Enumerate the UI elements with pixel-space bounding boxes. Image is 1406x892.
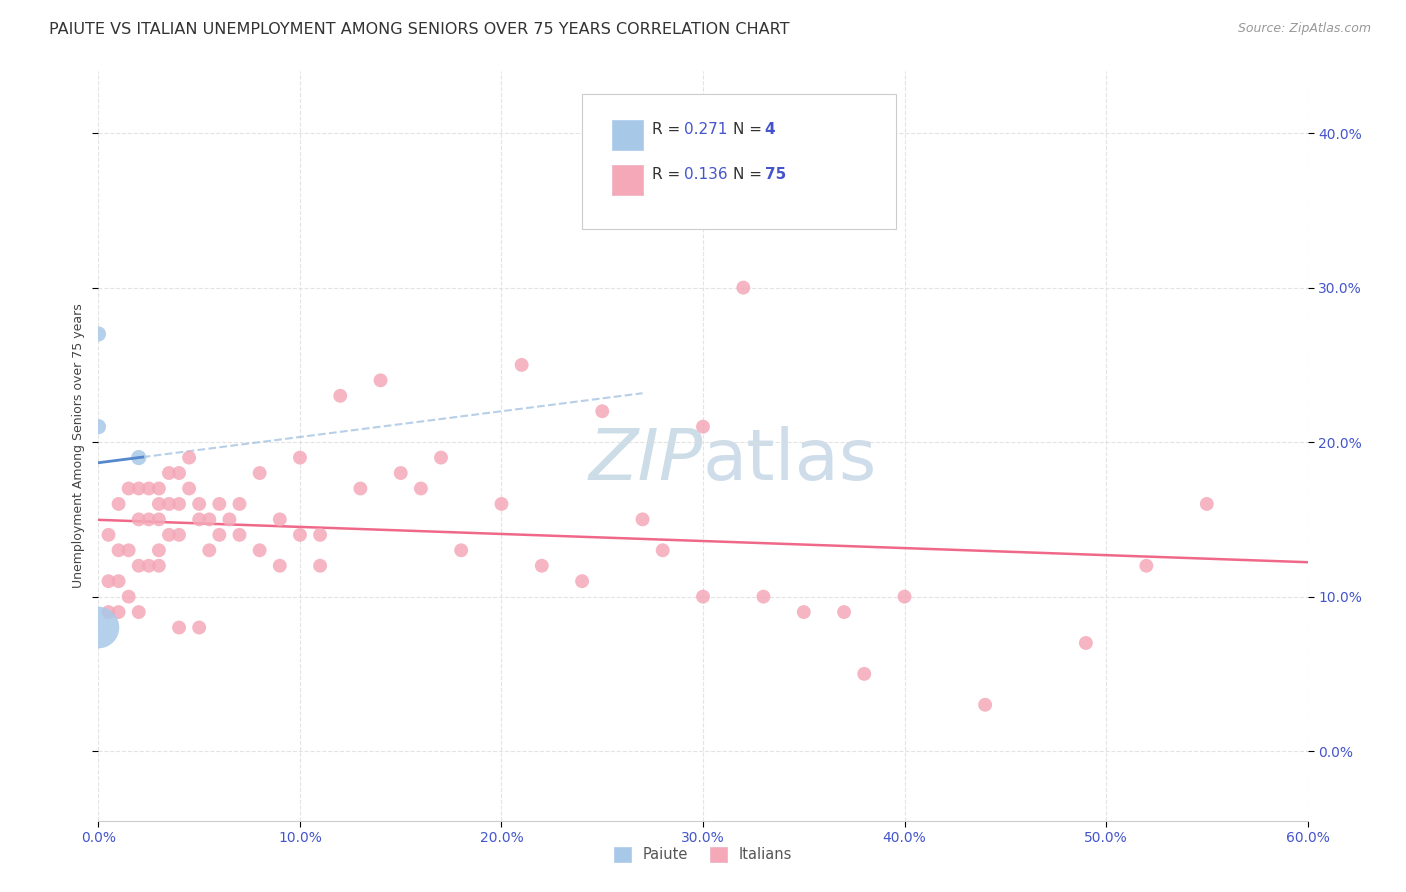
Point <box>167 621 190 635</box>
Text: 4: 4 <box>765 122 775 137</box>
FancyBboxPatch shape <box>613 165 643 195</box>
Point <box>591 404 613 418</box>
Point <box>167 497 190 511</box>
Point <box>832 605 855 619</box>
Point <box>409 482 432 496</box>
Point <box>269 512 291 526</box>
Point <box>157 497 180 511</box>
Point <box>118 482 141 496</box>
Point <box>208 528 231 542</box>
Point <box>309 558 332 573</box>
Point <box>733 280 755 294</box>
Point <box>107 497 129 511</box>
Point <box>87 326 110 341</box>
Point <box>118 543 141 558</box>
Point <box>148 558 170 573</box>
Point <box>349 482 371 496</box>
Text: ZIP: ZIP <box>589 426 703 495</box>
Point <box>208 497 231 511</box>
Point <box>118 590 141 604</box>
Point <box>288 528 311 542</box>
Text: N =: N = <box>734 122 768 137</box>
Point <box>249 466 271 480</box>
Point <box>228 497 250 511</box>
Point <box>692 590 714 604</box>
Point <box>450 543 472 558</box>
Text: R =: R = <box>652 168 685 182</box>
Point <box>853 666 876 681</box>
Point <box>370 373 392 387</box>
Point <box>87 621 110 635</box>
Text: Source: ZipAtlas.com: Source: ZipAtlas.com <box>1237 22 1371 36</box>
Text: 0.136: 0.136 <box>683 168 727 182</box>
Point <box>269 558 291 573</box>
Point <box>138 482 160 496</box>
Point <box>389 466 412 480</box>
Point <box>491 497 513 511</box>
Text: R =: R = <box>652 122 685 137</box>
Point <box>97 574 120 589</box>
Text: 0.271: 0.271 <box>683 122 727 137</box>
Point <box>198 512 221 526</box>
Point <box>288 450 311 465</box>
Point <box>138 512 160 526</box>
Point <box>1074 636 1097 650</box>
Point <box>87 419 110 434</box>
Point <box>128 512 150 526</box>
Point <box>218 512 240 526</box>
Point <box>1195 497 1218 511</box>
Text: PAIUTE VS ITALIAN UNEMPLOYMENT AMONG SENIORS OVER 75 YEARS CORRELATION CHART: PAIUTE VS ITALIAN UNEMPLOYMENT AMONG SEN… <box>49 22 790 37</box>
Point <box>97 605 120 619</box>
Point <box>157 466 180 480</box>
Point <box>893 590 915 604</box>
Point <box>188 512 211 526</box>
Point <box>148 482 170 496</box>
Point <box>1135 558 1157 573</box>
Point <box>167 528 190 542</box>
FancyBboxPatch shape <box>582 94 897 228</box>
Point <box>107 543 129 558</box>
Point <box>692 419 714 434</box>
FancyBboxPatch shape <box>613 120 643 150</box>
Point <box>198 543 221 558</box>
Point <box>752 590 775 604</box>
Point <box>128 482 150 496</box>
Point <box>107 574 129 589</box>
Point <box>530 558 553 573</box>
Point <box>651 543 673 558</box>
Point <box>329 389 352 403</box>
Point <box>571 574 593 589</box>
Point <box>430 450 453 465</box>
Point <box>148 543 170 558</box>
Point <box>167 466 190 480</box>
Point <box>148 512 170 526</box>
Point <box>974 698 997 712</box>
Point <box>179 450 201 465</box>
Point <box>107 605 129 619</box>
Y-axis label: Unemployment Among Seniors over 75 years: Unemployment Among Seniors over 75 years <box>72 303 84 589</box>
Point <box>228 528 250 542</box>
Point <box>128 450 150 465</box>
Point <box>188 621 211 635</box>
Point <box>128 605 150 619</box>
Point <box>157 528 180 542</box>
Legend: Paiute, Italians: Paiute, Italians <box>606 839 800 870</box>
Point <box>249 543 271 558</box>
Point <box>97 528 120 542</box>
Point <box>309 528 332 542</box>
Text: atlas: atlas <box>703 426 877 495</box>
Point <box>128 558 150 573</box>
Point <box>631 512 654 526</box>
Point <box>188 497 211 511</box>
Point <box>793 605 815 619</box>
Point <box>138 558 160 573</box>
Point <box>510 358 533 372</box>
Point <box>148 497 170 511</box>
Text: 75: 75 <box>765 168 786 182</box>
Point <box>179 482 201 496</box>
Text: N =: N = <box>734 168 768 182</box>
